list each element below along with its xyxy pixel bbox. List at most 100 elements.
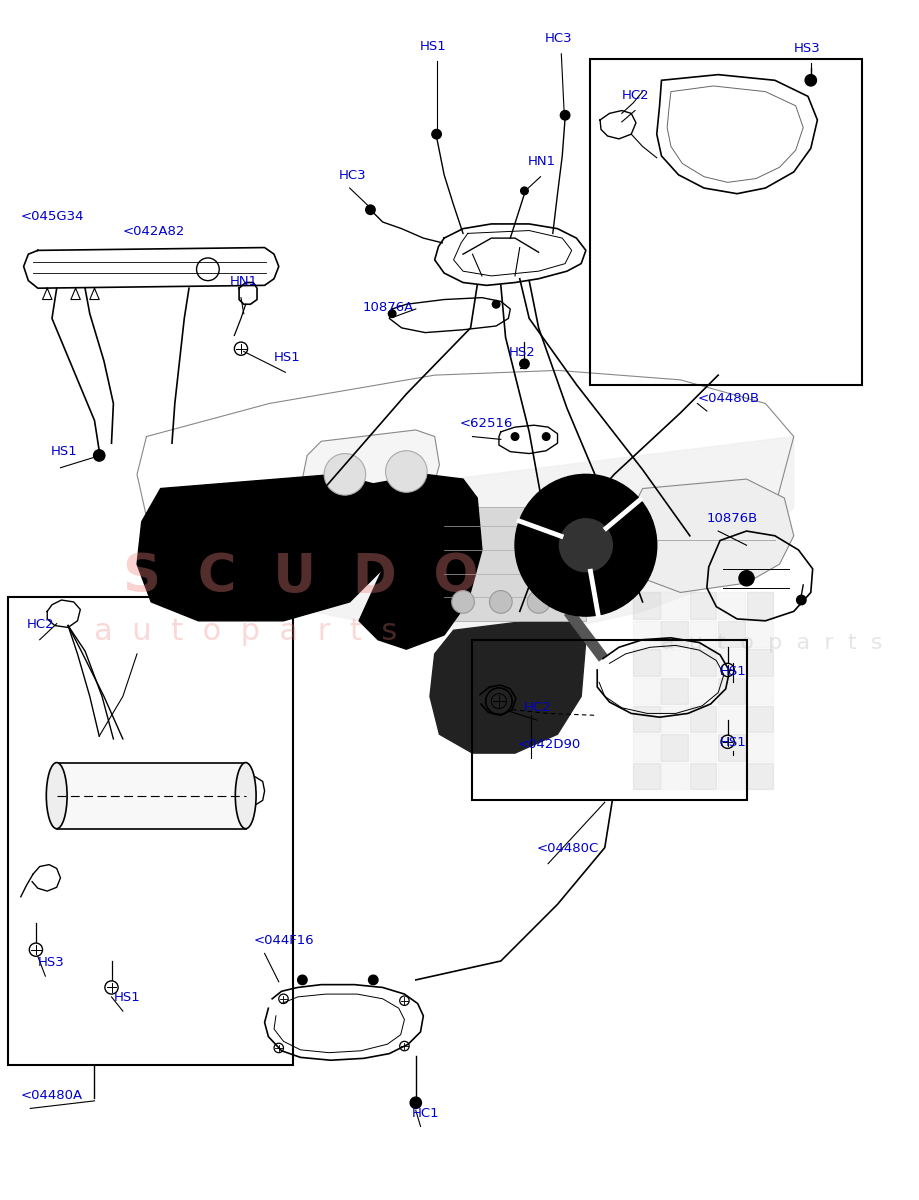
Circle shape <box>520 359 529 368</box>
Bar <box>718 620 744 647</box>
Bar <box>662 620 688 647</box>
Polygon shape <box>302 430 439 517</box>
Circle shape <box>493 300 500 308</box>
Bar <box>690 649 716 676</box>
Text: <042D90: <042D90 <box>517 738 581 751</box>
Circle shape <box>369 976 378 985</box>
Text: HC3: HC3 <box>338 168 366 181</box>
Text: HC2: HC2 <box>622 89 650 102</box>
Circle shape <box>410 1097 422 1109</box>
Text: HC2: HC2 <box>27 618 54 631</box>
Bar <box>472 640 746 800</box>
Bar <box>633 678 660 704</box>
Text: HS3: HS3 <box>794 42 821 55</box>
Circle shape <box>797 595 806 605</box>
Circle shape <box>490 590 512 613</box>
Text: <04480B: <04480B <box>698 391 759 404</box>
Text: HC3: HC3 <box>544 32 572 46</box>
Bar <box>718 649 744 676</box>
Bar <box>590 59 862 384</box>
Circle shape <box>511 433 519 440</box>
Bar <box>662 593 688 619</box>
Circle shape <box>324 454 366 496</box>
Bar <box>7 598 293 1064</box>
Text: HN1: HN1 <box>230 275 257 288</box>
Text: a  u  t  o  p  a  r  t  s: a u t o p a r t s <box>662 634 883 653</box>
Polygon shape <box>137 474 392 620</box>
Bar <box>746 678 773 704</box>
Bar <box>633 762 660 790</box>
Bar <box>690 762 716 790</box>
Bar <box>690 678 716 704</box>
Bar <box>633 649 660 676</box>
Text: <04480C: <04480C <box>537 842 599 856</box>
Text: HN1: HN1 <box>528 155 555 168</box>
Bar <box>662 678 688 704</box>
Bar <box>690 620 716 647</box>
Bar <box>746 706 773 732</box>
Circle shape <box>805 74 816 86</box>
Bar <box>746 762 773 790</box>
Text: a  u  t  o  p  a  r  t  s: a u t o p a r t s <box>95 617 398 646</box>
Bar <box>746 649 773 676</box>
Circle shape <box>542 433 550 440</box>
Text: 10876B: 10876B <box>707 511 758 524</box>
Circle shape <box>366 205 375 215</box>
Text: HS1: HS1 <box>113 991 140 1003</box>
Text: HS1: HS1 <box>720 665 747 678</box>
Text: 10876A: 10876A <box>363 301 414 314</box>
Circle shape <box>452 590 474 613</box>
Bar <box>662 706 688 732</box>
Circle shape <box>739 571 754 586</box>
Bar <box>746 620 773 647</box>
Bar <box>690 734 716 761</box>
Bar <box>662 734 688 761</box>
Ellipse shape <box>46 762 67 829</box>
Text: <042A82: <042A82 <box>123 226 186 239</box>
Text: S  C  U  D  O: S C U D O <box>123 552 478 604</box>
Text: HS1: HS1 <box>51 445 78 458</box>
Circle shape <box>94 450 105 461</box>
Bar <box>633 593 660 619</box>
Text: HS1: HS1 <box>274 350 301 364</box>
Bar <box>662 762 688 790</box>
Polygon shape <box>359 474 482 649</box>
Circle shape <box>386 451 427 492</box>
Bar <box>718 734 744 761</box>
Circle shape <box>528 590 550 613</box>
Text: <045G34: <045G34 <box>21 210 85 223</box>
Bar <box>746 593 773 619</box>
Circle shape <box>521 187 528 194</box>
Bar <box>718 706 744 732</box>
Bar <box>718 762 744 790</box>
Bar <box>690 593 716 619</box>
Text: <04480A: <04480A <box>21 1088 83 1102</box>
Ellipse shape <box>235 762 256 829</box>
Bar <box>57 762 245 829</box>
Text: HC1: HC1 <box>412 1106 439 1120</box>
Text: HS3: HS3 <box>38 955 64 968</box>
Text: HC2: HC2 <box>524 701 551 714</box>
Bar <box>746 734 773 761</box>
Polygon shape <box>430 616 586 754</box>
Bar <box>662 649 688 676</box>
Bar <box>718 593 744 619</box>
Circle shape <box>560 518 612 571</box>
Circle shape <box>298 976 307 985</box>
Text: HS1: HS1 <box>720 736 747 749</box>
Polygon shape <box>629 479 794 593</box>
Text: <044F16: <044F16 <box>254 934 314 947</box>
Bar <box>439 508 586 620</box>
Circle shape <box>561 110 570 120</box>
Bar <box>718 678 744 704</box>
Text: HS2: HS2 <box>508 347 535 359</box>
Circle shape <box>515 474 657 616</box>
Circle shape <box>389 310 396 318</box>
Bar <box>690 706 716 732</box>
Bar <box>633 620 660 647</box>
Polygon shape <box>146 437 794 630</box>
Bar <box>633 734 660 761</box>
Circle shape <box>432 130 441 139</box>
Text: HS1: HS1 <box>420 40 447 53</box>
Text: <62516: <62516 <box>460 418 513 430</box>
